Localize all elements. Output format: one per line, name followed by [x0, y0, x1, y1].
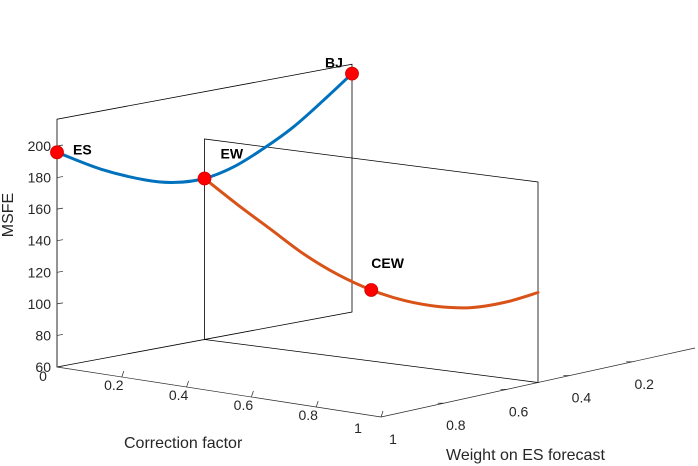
- x-axis-label: Correction factor: [124, 435, 243, 452]
- x-tick-mark: [380, 410, 384, 418]
- marker-cew: [364, 283, 379, 297]
- x-tick-label: 0.2: [104, 377, 124, 393]
- z-tick-label: 140: [28, 233, 52, 249]
- marker-bj: [345, 66, 359, 81]
- y-tick-label: 0.6: [509, 403, 529, 419]
- x-tick-mark: [315, 400, 319, 408]
- axes: 608010012014016018020000.20.40.60.8100.2…: [28, 138, 696, 447]
- y-tick-label: 0.2: [634, 376, 654, 392]
- z-tick-mark: [56, 365, 64, 368]
- z-tick-label: 200: [28, 138, 52, 154]
- marker-es: [50, 145, 64, 160]
- plane-weight-0.5: [204, 138, 539, 383]
- point-label-ew: EW: [221, 145, 244, 161]
- z-tick-mark: [56, 239, 64, 242]
- y-tick-label: 0.8: [446, 417, 466, 433]
- z-tick-mark: [56, 207, 64, 210]
- z-tick-mark: [56, 334, 64, 336]
- y-tick-label: 1: [389, 431, 397, 447]
- x-tick-label: 0.6: [234, 397, 254, 413]
- x-tick-mark: [121, 370, 125, 378]
- x-tick-mark: [186, 380, 189, 388]
- z-tick-label: 80: [35, 327, 51, 343]
- y-axis-label: Weight on ES forecast: [446, 447, 605, 464]
- x-tick-label: 0: [39, 368, 47, 384]
- z-tick-mark: [56, 176, 64, 178]
- series-line-blue: [55, 72, 354, 184]
- z-tick-label: 60: [35, 359, 51, 375]
- x-tick-label: 0.8: [298, 407, 318, 423]
- z-axis-label: MSFE: [0, 193, 17, 237]
- z-tick-mark: [56, 270, 64, 273]
- point-label-bj: BJ: [325, 55, 343, 71]
- x-axis-line: [56, 366, 382, 418]
- z-tick-label: 120: [28, 264, 52, 280]
- point-label-cew: CEW: [371, 255, 404, 271]
- z-tick-label: 100: [28, 296, 52, 312]
- y-tick-label: 0.4: [572, 390, 592, 406]
- z-tick-label: 160: [28, 201, 52, 217]
- z-tick-mark: [56, 302, 64, 305]
- reference-planes: [56, 63, 539, 383]
- point-markers: ES EW BJ CEW: [50, 55, 405, 297]
- point-label-es: ES: [73, 141, 92, 157]
- x-tick-label: 0.4: [169, 387, 189, 403]
- series-lines: [55, 72, 540, 310]
- y-axis-line: [380, 347, 696, 418]
- marker-ew: [197, 171, 212, 186]
- x-tick-label: 1: [354, 420, 362, 436]
- x-tick-mark: [251, 390, 254, 398]
- z-tick-label: 180: [28, 170, 52, 186]
